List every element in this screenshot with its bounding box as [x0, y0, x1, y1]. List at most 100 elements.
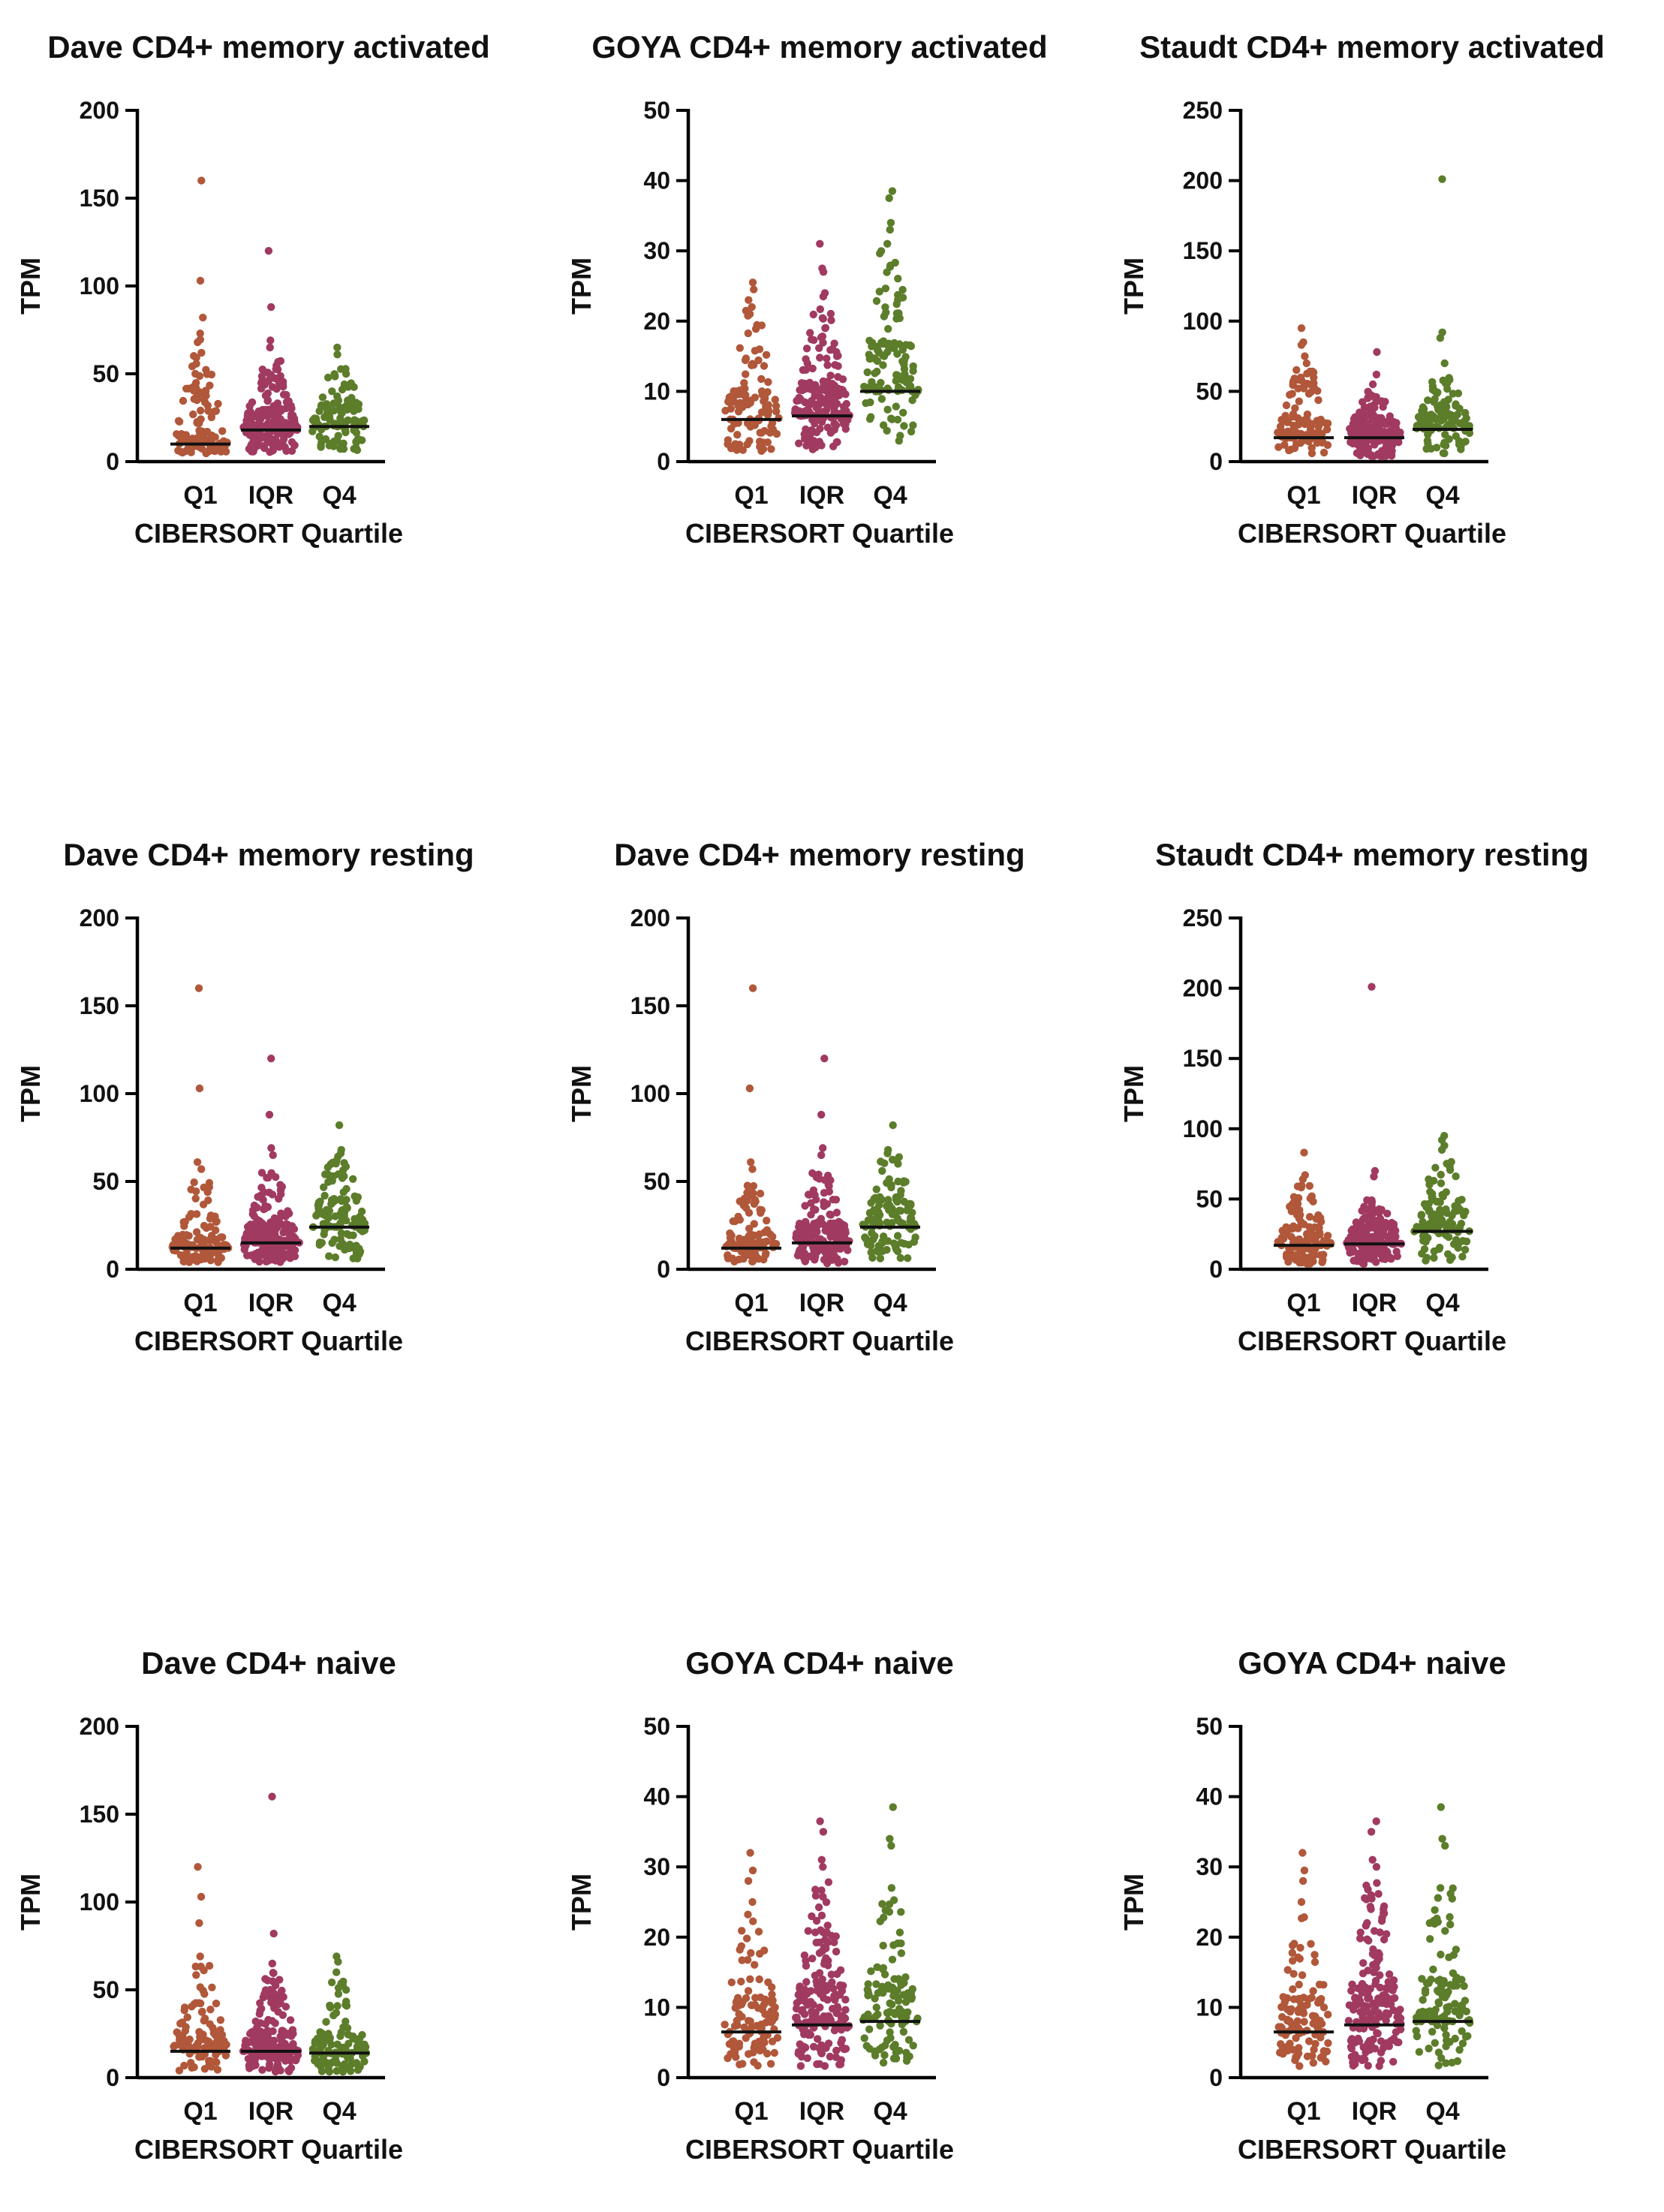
outlier-point-iqr	[266, 336, 275, 345]
y-tick-label: 50	[643, 97, 670, 124]
data-point-iqr	[823, 423, 832, 432]
data-point-q4	[323, 373, 332, 382]
data-point-q1	[191, 1194, 200, 1203]
data-point-iqr	[1359, 2043, 1368, 2051]
data-point-q1	[195, 419, 203, 427]
outlier-point-q4	[885, 194, 893, 203]
data-point-iqr	[1380, 1249, 1389, 1257]
data-point-q1	[766, 2060, 775, 2068]
data-point-q4	[1455, 441, 1464, 449]
data-point-q1	[197, 406, 205, 415]
data-point-iqr	[814, 1903, 823, 1912]
outlier-point-iqr	[269, 1929, 278, 1938]
data-point-iqr	[266, 1993, 274, 2001]
data-point-q1	[763, 402, 772, 410]
data-point-iqr	[828, 1978, 836, 1987]
data-point-q4	[349, 1175, 357, 1184]
outlier-point-q4	[335, 1121, 344, 1130]
data-point-q1	[745, 1224, 754, 1233]
data-point-q1	[760, 362, 769, 370]
data-point-q1	[754, 2004, 763, 2012]
data-point-iqr	[1380, 1935, 1389, 1944]
data-point-q1	[179, 1218, 188, 1226]
data-point-iqr	[820, 1981, 828, 1989]
x-axis-title: CIBERSORT Quartile	[134, 518, 403, 549]
outlier-point-iqr	[819, 1828, 828, 1836]
data-point-q1	[1323, 419, 1332, 428]
outlier-point-iqr	[269, 1151, 277, 1160]
data-point-q4	[879, 2058, 888, 2067]
data-point-q4	[907, 1989, 916, 1997]
data-point-iqr	[826, 1211, 835, 1219]
data-point-q1	[765, 2015, 773, 2024]
x-category-label: Q1	[1286, 1289, 1320, 1317]
data-point-iqr	[832, 1196, 841, 1204]
data-point-q4	[909, 362, 917, 371]
chart-title: Dave CD4+ memory activated	[47, 29, 489, 65]
data-point-iqr	[1364, 1967, 1372, 1975]
data-point-iqr	[1367, 451, 1376, 459]
data-point-q4	[888, 1985, 896, 1994]
data-point-q4	[1434, 405, 1443, 414]
data-point-q4	[323, 1163, 332, 1172]
data-point-q4	[872, 2003, 881, 2012]
data-point-iqr	[1372, 1225, 1380, 1234]
outlier-point-q1	[746, 1849, 754, 1857]
data-point-iqr	[808, 364, 817, 373]
data-point-q1	[1315, 1213, 1323, 1221]
data-point-q4	[332, 2009, 341, 2017]
data-point-q4	[1448, 2058, 1456, 2067]
data-point-iqr	[1352, 1228, 1360, 1236]
y-tick-label: 200	[1183, 975, 1223, 1002]
outlier-point-q4	[333, 351, 342, 359]
data-point-iqr	[830, 339, 838, 348]
data-point-iqr	[253, 1203, 261, 1212]
data-point-q1	[183, 2013, 191, 2021]
data-point-q1	[1310, 1951, 1319, 1959]
data-point-iqr	[833, 1970, 841, 1979]
data-point-iqr	[1347, 2036, 1356, 2045]
data-point-iqr	[248, 2052, 257, 2060]
data-point-iqr	[263, 396, 272, 405]
data-point-q4	[1458, 1976, 1466, 1984]
y-tick-label: 0	[1209, 1256, 1223, 1283]
data-point-iqr	[1374, 2009, 1383, 2017]
outlier-point-q4	[886, 218, 895, 227]
data-point-q4	[354, 1193, 363, 1202]
data-point-q4	[897, 1939, 905, 1948]
outlier-point-iqr	[1372, 370, 1381, 379]
data-point-q1	[222, 2040, 230, 2049]
data-point-q4	[1415, 2048, 1424, 2056]
data-point-q4	[864, 1216, 873, 1224]
data-point-q4	[894, 1177, 902, 1186]
data-point-q4	[873, 1963, 881, 1971]
outlier-point-q1	[193, 1158, 202, 1166]
data-point-iqr	[264, 377, 272, 385]
data-point-q1	[1294, 2008, 1303, 2016]
data-point-q1	[730, 2044, 739, 2052]
outlier-point-iqr	[267, 1144, 275, 1152]
outlier-point-q4	[1437, 1803, 1446, 1811]
data-point-iqr	[249, 422, 257, 430]
data-point-q1	[1295, 1235, 1304, 1244]
data-point-q1	[734, 402, 742, 410]
outlier-point-q1	[1298, 1849, 1307, 1857]
data-point-iqr	[1361, 423, 1370, 431]
data-point-q4	[324, 402, 332, 411]
y-tick-label: 100	[630, 1080, 670, 1107]
y-tick-label: 100	[1183, 308, 1223, 335]
y-tick-label: 50	[1196, 378, 1223, 405]
data-point-q1	[1285, 446, 1293, 455]
data-point-iqr	[287, 447, 296, 455]
data-point-iqr	[1382, 443, 1391, 451]
data-point-iqr	[1383, 1209, 1392, 1218]
data-point-q1	[751, 2039, 760, 2048]
data-point-iqr	[802, 345, 811, 353]
data-point-iqr	[824, 2039, 833, 2048]
data-point-q1	[1319, 2003, 1328, 2012]
outlier-point-iqr	[1373, 348, 1381, 357]
data-point-iqr	[832, 2046, 841, 2055]
data-point-q4	[871, 1193, 880, 1202]
outlier-point-q4	[883, 239, 892, 248]
y-tick-label: 150	[80, 1801, 119, 1828]
